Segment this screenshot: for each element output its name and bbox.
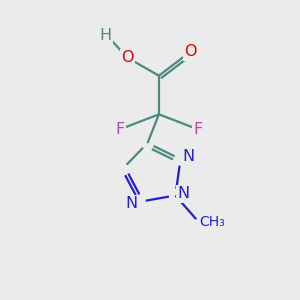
Text: F: F: [193, 122, 202, 137]
Text: O: O: [122, 50, 134, 65]
Text: F: F: [116, 122, 125, 137]
Text: N: N: [178, 187, 190, 202]
Text: N: N: [183, 149, 195, 164]
Text: O: O: [184, 44, 197, 59]
Text: N: N: [125, 196, 137, 211]
Text: H: H: [99, 28, 112, 43]
Text: CH₃: CH₃: [199, 215, 225, 229]
